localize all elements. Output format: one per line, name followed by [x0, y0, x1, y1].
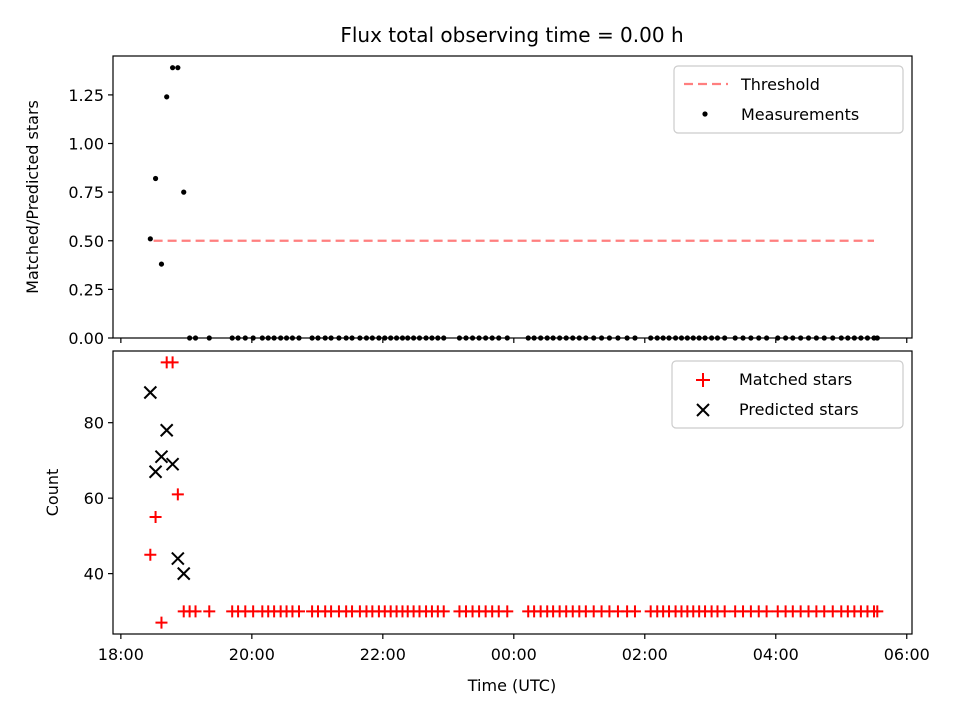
matched-star-point: [760, 605, 773, 618]
legend-measurements-label: Measurements: [741, 105, 859, 124]
bottom-y-tick-label: 80: [84, 414, 104, 433]
predicted-star-point: [143, 385, 158, 400]
matched-star-point: [437, 605, 450, 618]
matched-star-point: [628, 605, 641, 618]
bottom-legend-box: [671, 360, 904, 429]
predicted-star-point: [171, 551, 185, 566]
legend-matched-swatch: [696, 373, 710, 387]
x-tick-label: 02:00: [622, 645, 668, 664]
top-y-axis-label: Matched/Predicted stars: [23, 100, 42, 294]
top-y-tick-label: 0.00: [68, 329, 104, 348]
matched-star-point: [871, 605, 884, 618]
matched-star-point: [149, 511, 162, 524]
bottom-y-axis-label: Count: [43, 469, 62, 517]
matched-star-point: [292, 605, 305, 618]
top-y-tick-label: 0.75: [68, 183, 104, 202]
chart-title: Flux total observing time = 0.00 h: [340, 23, 683, 47]
x-tick-label: 06:00: [884, 645, 930, 664]
matched-star-point: [166, 356, 179, 369]
matched-star-point: [155, 616, 168, 629]
bottom-count-points: [143, 356, 884, 629]
top-y-tick-label: 0.25: [68, 280, 104, 299]
matched-star-point: [189, 605, 202, 618]
measurement-point: [147, 236, 153, 242]
legend-matched-label: Matched stars: [739, 370, 852, 389]
top-axes-frame: [112, 55, 913, 339]
top-y-tick-label: 0.50: [68, 232, 104, 251]
bottom-y-tick-label: 60: [84, 489, 104, 508]
x-tick-label: 04:00: [753, 645, 799, 664]
bottom-panel: 40 60 80 18:00 20:00 22:00 00:00 02:00 04:00 06:…: [43, 350, 930, 695]
measurement-point: [169, 65, 176, 71]
predicted-star-point: [154, 449, 169, 464]
x-tick-label: 20:00: [229, 645, 275, 664]
x-tick-label: 00:00: [491, 645, 537, 664]
measurement-point: [152, 175, 159, 182]
matched-star-point: [501, 605, 514, 618]
predicted-star-point: [177, 566, 191, 581]
top-x-ticks: [120, 338, 908, 343]
predicted-star-point: [148, 465, 163, 479]
bottom-axes-frame: [112, 350, 913, 635]
top-y-tick-label: 1.00: [68, 135, 104, 154]
top-panel: 0.00 0.25 0.50 0.75 1.00 1.25 Matched/Predict…: [23, 55, 913, 348]
measurement-point: [158, 261, 165, 267]
legend-predicted-label: Predicted stars: [739, 400, 859, 419]
measurement-point: [164, 94, 170, 100]
predicted-star-point: [159, 423, 174, 437]
x-tick-label: 18:00: [98, 645, 144, 664]
bottom-x-ticks: 18:00 20:00 22:00 00:00 02:00 04:00 06:00: [98, 634, 930, 664]
matched-star-point: [144, 548, 157, 561]
legend-threshold-label: Threshold: [740, 75, 820, 94]
matched-star-point: [171, 488, 184, 501]
measurement-point: [175, 65, 181, 71]
predicted-star-point: [165, 457, 180, 471]
matched-star-point: [718, 605, 731, 618]
top-legend-box: [673, 65, 904, 134]
top-y-tick-label: 1.25: [68, 86, 104, 105]
bottom-legend: Matched stars Predicted stars: [671, 360, 904, 429]
matched-star-point: [203, 605, 216, 618]
legend-predicted-swatch: [696, 403, 710, 417]
bottom-y-tick-label: 40: [84, 565, 104, 584]
legend-measurements-swatch: [702, 111, 708, 117]
x-axis-label: Time (UTC): [467, 676, 556, 695]
top-legend: Threshold Measurements: [673, 65, 904, 134]
top-y-ticks: 0.00 0.25 0.50 0.75 1.00 1.25: [68, 86, 113, 348]
x-tick-label: 22:00: [360, 645, 406, 664]
bottom-y-ticks: 40 60 80: [84, 414, 113, 584]
measurement-point: [181, 189, 187, 195]
